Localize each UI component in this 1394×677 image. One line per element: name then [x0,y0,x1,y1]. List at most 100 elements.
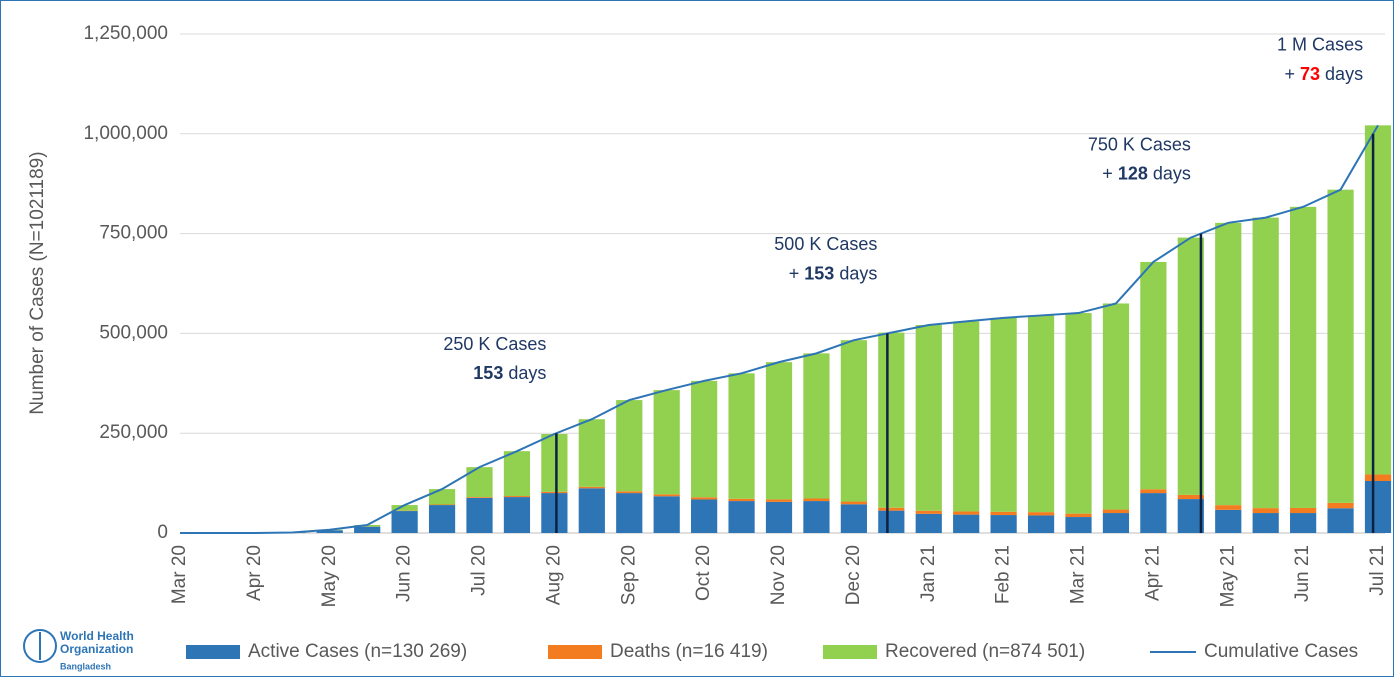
x-tick-label: Apr 21 [1142,545,1163,601]
bar-segment [316,530,343,533]
bar-segment [428,504,456,506]
bar-segment [1215,222,1242,506]
annotation-title: 1 M Cases [1277,35,1363,55]
bar-segment [915,325,942,511]
legend-swatch [548,645,602,659]
logo-text: Organization [60,642,133,656]
bar-segment [1102,509,1130,514]
bar-segment [1215,505,1242,510]
x-tick-label: Apr 20 [244,545,265,601]
x-tick-label: Jun 20 [394,545,415,602]
bar-segment [1140,493,1167,533]
bar-segment [691,499,718,533]
bar-segment [503,451,531,497]
bar-segment [765,501,793,533]
x-tick-label: Jul 21 [1367,545,1388,596]
bar-segment [653,390,680,495]
cumulative-line [179,124,1379,534]
bar-segment [953,511,980,515]
bar-segment [1290,507,1317,514]
bar-segment [653,494,680,497]
bar-segment [1290,513,1317,533]
bar-segment [915,510,942,514]
bar-segment [990,515,1017,533]
annotation-prefix: + [1284,64,1295,84]
bar-segment [1027,315,1055,513]
x-tick-label: Jun 21 [1292,545,1313,602]
bar-segment [878,332,905,508]
bar-segment [653,496,680,533]
bar-segment [691,497,718,500]
bar-segment [578,419,605,487]
bar-segment [1364,125,1392,475]
bar-segment [765,362,793,500]
bar-segment [990,317,1017,512]
bar-segment [466,497,493,498]
y-tick-label: 1,000,000 [83,123,168,144]
bar-segment [578,488,605,533]
bar-segment [1327,502,1354,509]
bar-segment [541,433,568,492]
bar-segment [1177,237,1204,495]
bar-segment [1327,508,1354,533]
logo-emblem [23,629,57,663]
annotation-unit: days [839,263,877,283]
y-axis-label: Number of Cases (N=1021189) [27,151,48,414]
bar-segment [1364,474,1392,481]
annotation-prefix: + [1102,163,1113,183]
bar-segment [354,526,381,533]
bar-segment [541,493,568,533]
bar-segment [1027,515,1055,533]
annotation-days: 153 days [473,363,546,383]
bar-segment [1140,489,1167,494]
logo-text: World Health [60,629,134,643]
y-tick-label: 0 [157,522,168,543]
annotation-prefix: + [789,263,800,283]
legend-label: Cumulative Cases [1204,641,1358,662]
bar-segment [1027,512,1055,516]
x-tick-label: Mar 21 [1068,545,1089,604]
x-tick-label: Dec 20 [843,545,864,605]
legend-swatch [186,645,240,659]
bar-segment [616,400,643,492]
legend-label: Active Cases (n=130 269) [248,641,467,662]
y-tick-label: 250,000 [99,422,168,443]
bar-segment [1327,189,1354,503]
bar-segment [466,497,493,533]
annotation-days: + 73 days [1284,64,1363,84]
y-tick-label: 1,250,000 [83,23,168,44]
bar-segment [953,514,980,533]
x-tick-label: Jan 21 [918,545,939,602]
y-tick-label: 500,000 [99,322,168,343]
x-tick-label: Oct 20 [693,545,714,601]
bar-segment [728,373,755,499]
annotation-days-number: 153 [473,363,503,383]
bar-segment [391,511,418,533]
bar-segment [878,507,905,511]
x-tick-label: Jul 20 [469,545,490,596]
x-tick-label: May 21 [1217,545,1238,607]
annotation-days: + 128 days [1102,163,1191,183]
annotation-title: 500 K Cases [774,234,877,254]
legend-label: Recovered (n=874 501) [885,641,1085,662]
bar-segment [578,486,605,489]
bar-segment [803,498,830,502]
annotation-title: 750 K Cases [1088,134,1191,154]
bar-segment [1065,513,1092,518]
bar-segment [1065,313,1092,514]
bar-segment [1102,303,1130,510]
x-tick-label: Nov 20 [768,545,789,605]
bar-segment [503,496,531,498]
annotation-title: 250 K Cases [443,334,546,354]
x-tick-label: Feb 21 [993,545,1014,604]
bar-segment [840,501,867,505]
bar-segment [1177,494,1204,500]
bar-segment [1252,513,1279,533]
bar-segment [428,489,456,505]
bar-segment [1177,499,1204,533]
annotation-days-number: 128 [1118,163,1148,183]
bar-segment [728,501,755,533]
x-tick-label: May 20 [319,545,340,607]
bar-segment [1215,509,1242,533]
